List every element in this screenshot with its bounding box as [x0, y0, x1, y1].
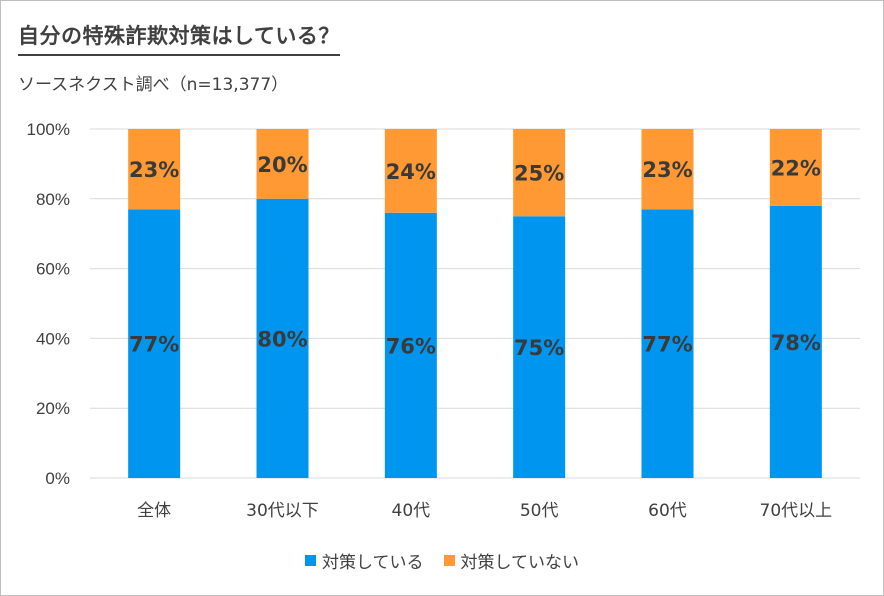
data-label: 24% — [386, 160, 436, 184]
data-label: 75% — [514, 336, 564, 360]
data-label: 22% — [771, 156, 821, 180]
y-tick-label: 100% — [27, 120, 70, 139]
x-tick-label: 全体 — [137, 501, 171, 521]
y-tick-label: 60% — [36, 260, 70, 279]
legend-swatch-series2 — [443, 555, 455, 566]
legend-swatch-series1 — [305, 555, 316, 566]
bar-segment — [128, 129, 181, 210]
bar-segment — [513, 216, 566, 478]
bar-segment — [769, 129, 822, 206]
legend-label-series1: 対策している — [322, 553, 424, 573]
x-tick-label: 30代以下 — [246, 501, 319, 521]
bar-segment — [384, 212, 437, 478]
y-tick-label: 40% — [36, 329, 70, 348]
bar-segment — [769, 205, 822, 478]
bar-segment — [256, 198, 309, 479]
data-label: 77% — [642, 333, 692, 357]
data-label: 20% — [257, 153, 307, 177]
data-label: 23% — [642, 158, 692, 182]
data-label: 77% — [129, 333, 179, 357]
x-tick-label: 70代以上 — [760, 501, 833, 521]
y-tick-label: 20% — [36, 399, 70, 418]
bar-segment — [128, 209, 181, 478]
x-tick-label: 40代 — [392, 501, 431, 521]
x-tick-label: 60代 — [648, 501, 687, 521]
legend-item-series1: 対策している — [305, 548, 424, 573]
legend: 対策している 対策していない — [0, 548, 884, 573]
legend-item-series2: 対策していない — [443, 548, 580, 573]
chart-subtitle: ソースネクスト調べ（n=13,377） — [18, 75, 289, 95]
y-tick-label: 80% — [36, 190, 70, 209]
data-label: 23% — [129, 158, 179, 182]
bar-segment — [513, 129, 566, 217]
bar-segment — [641, 129, 694, 210]
legend-label-series2: 対策していない — [460, 553, 580, 573]
chart-title: 自分の特殊詐欺対策はしている？ — [18, 20, 340, 56]
data-label: 76% — [386, 334, 436, 358]
data-label: 80% — [257, 327, 307, 351]
data-label: 78% — [771, 331, 821, 355]
bar-segment — [256, 129, 309, 199]
bar-segment — [384, 129, 437, 213]
data-label: 25% — [514, 162, 564, 186]
bar-segment — [641, 209, 694, 478]
y-tick-label: 0% — [45, 469, 70, 488]
x-tick-label: 50代 — [520, 501, 559, 521]
